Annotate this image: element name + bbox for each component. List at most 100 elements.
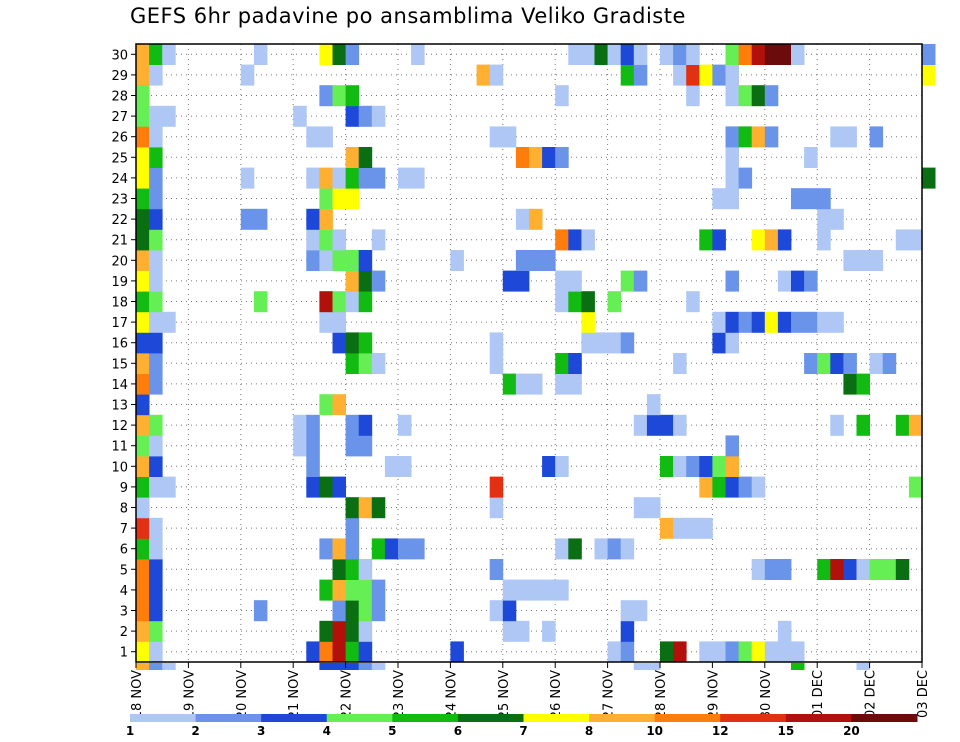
heatmap-cell: [581, 44, 595, 65]
legend-swatch: [261, 714, 328, 722]
heatmap-cell: [319, 167, 333, 189]
heatmap-cell: [332, 311, 346, 333]
legend-label: 6: [454, 724, 462, 738]
heatmap-cell: [384, 456, 399, 477]
heatmap-cell: [149, 208, 163, 230]
x-tick-label: 20 NOV: [235, 670, 250, 719]
y-tick-label: 22: [111, 213, 128, 228]
heatmap-cell: [633, 663, 648, 670]
y-tick-label: 7: [120, 522, 128, 537]
heatmap-cell: [136, 44, 150, 65]
heatmap-cell: [136, 600, 150, 622]
heatmap-cell: [149, 147, 163, 168]
heatmap-cell: [319, 208, 333, 230]
heatmap-cell: [882, 559, 897, 580]
heatmap-cell: [502, 620, 517, 642]
heatmap-cell: [686, 44, 700, 65]
heatmap-cell: [293, 435, 307, 457]
heatmap-cell: [136, 64, 150, 86]
heatmap-cell: [594, 538, 608, 560]
heatmap-cell: [791, 44, 805, 65]
heatmap-cell: [751, 44, 766, 65]
heatmap-cell: [751, 126, 766, 148]
heatmap-cell: [843, 126, 857, 148]
heatmap-cell: [476, 64, 491, 86]
heatmap-cell: [162, 311, 176, 333]
plot-frame: [135, 43, 923, 663]
heatmap-cell: [371, 353, 386, 374]
y-tick-label: 4: [120, 584, 128, 599]
heatmap-cell: [149, 270, 163, 292]
heatmap-cell: [136, 126, 150, 148]
heatmap-cell: [358, 600, 373, 622]
heatmap-cell: [319, 126, 333, 148]
heatmap-cell: [306, 126, 320, 148]
legend-label: 7: [519, 724, 527, 738]
heatmap-cell: [660, 456, 674, 477]
heatmap-cell: [149, 167, 163, 189]
heatmap-cell: [515, 208, 530, 230]
heatmap-cell: [620, 64, 635, 86]
heatmap-cell: [319, 641, 333, 663]
heatmap-cell: [738, 167, 753, 189]
heatmap-cell: [345, 85, 360, 107]
heatmap-cell: [136, 435, 150, 457]
y-tick-label: 12: [111, 419, 128, 434]
heatmap-cell: [555, 270, 569, 292]
heatmap-cell: [791, 663, 805, 670]
heatmap-cell: [371, 270, 386, 292]
y-tick-label: 19: [111, 275, 128, 290]
heatmap-cell: [345, 167, 360, 189]
heatmap-cell: [371, 538, 386, 560]
heatmap-cell: [660, 517, 674, 539]
y-tick-label: 1: [120, 646, 128, 661]
legend-label: 3: [257, 724, 265, 738]
heatmap-cell: [725, 641, 739, 663]
heatmap-cell: [699, 64, 713, 86]
heatmap-cell: [725, 44, 739, 65]
heatmap-cell: [922, 64, 936, 86]
heatmap-cell: [699, 517, 713, 539]
heatmap-cell: [581, 332, 595, 354]
legend-label: 1: [126, 724, 134, 738]
x-tick-label: 01 DEC: [811, 670, 826, 718]
heatmap-cell: [358, 167, 373, 189]
legend-swatch: [523, 714, 590, 722]
heatmap-cell: [306, 167, 320, 189]
heatmap-cell: [777, 229, 792, 251]
heatmap-cell: [843, 559, 857, 580]
heatmap-cell: [345, 559, 360, 580]
heatmap-cell: [319, 394, 333, 416]
heatmap-cell: [371, 229, 386, 251]
heatmap-cell: [633, 414, 648, 436]
heatmap-cell: [489, 126, 504, 148]
heatmap-cell: [581, 311, 595, 333]
heatmap-cell: [319, 538, 333, 560]
heatmap-cell: [712, 188, 726, 210]
heatmap-cell: [830, 559, 844, 580]
heatmap-cell: [136, 85, 150, 107]
heatmap-cell: [712, 311, 726, 333]
heatmap-cell: [607, 332, 622, 354]
heatmap-cell: [136, 332, 150, 354]
heatmap-cell: [450, 641, 464, 663]
heatmap-cell: [371, 105, 386, 127]
heatmap-cell: [751, 229, 766, 251]
heatmap-cell: [725, 188, 739, 210]
heatmap-cell: [371, 167, 386, 189]
heatmap-cell: [240, 167, 255, 189]
heatmap-cell: [149, 559, 163, 580]
heatmap-cell: [332, 600, 346, 622]
heatmap-cell: [751, 476, 766, 498]
y-tick-label: 15: [111, 357, 128, 372]
heatmap-cell: [895, 414, 910, 436]
heatmap-cell: [542, 250, 556, 271]
heatmap-cell: [332, 250, 346, 271]
heatmap-cell: [358, 663, 373, 670]
heatmap-cell: [358, 291, 373, 313]
heatmap-cell: [568, 44, 582, 65]
heatmap-cell: [660, 414, 674, 436]
heatmap-cell: [149, 600, 163, 622]
heatmap-cell: [660, 44, 674, 65]
heatmap-cell: [136, 538, 150, 560]
